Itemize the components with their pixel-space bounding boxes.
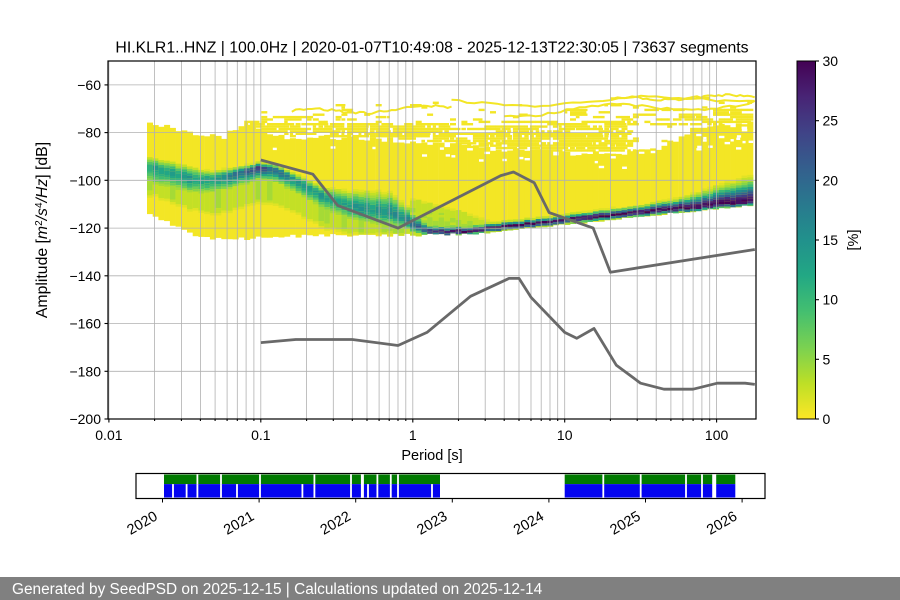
svg-text:−80: −80 (77, 125, 101, 141)
svg-text:[%]: [%] (846, 230, 862, 251)
svg-text:0.01: 0.01 (95, 427, 122, 443)
svg-text:−160: −160 (69, 316, 101, 332)
svg-text:10: 10 (557, 427, 573, 443)
svg-text:15: 15 (823, 232, 839, 248)
svg-text:10: 10 (823, 292, 839, 308)
svg-text:1: 1 (409, 427, 417, 443)
svg-text:100: 100 (705, 427, 729, 443)
svg-text:0.1: 0.1 (251, 427, 271, 443)
svg-text:−200: −200 (69, 411, 101, 427)
svg-text:5: 5 (823, 351, 831, 367)
svg-text:−180: −180 (69, 363, 101, 379)
svg-text:30: 30 (823, 53, 839, 69)
svg-text:−100: −100 (69, 172, 101, 188)
svg-text:0: 0 (823, 411, 831, 427)
svg-text:−60: −60 (77, 77, 101, 93)
svg-text:25: 25 (823, 113, 839, 129)
svg-text:HI.KLR1..HNZ | 100.0Hz | 2020-: HI.KLR1..HNZ | 100.0Hz | 2020-01-07T10:4… (115, 40, 748, 57)
svg-text:20: 20 (823, 172, 839, 188)
svg-text:Amplitude [m2/s4/Hz] [dB]: Amplitude [m2/s4/Hz] [dB] (34, 142, 51, 318)
svg-text:Period [s]: Period [s] (401, 448, 462, 464)
svg-text:−140: −140 (69, 268, 101, 284)
svg-text:Generated by SeedPSD on 2025-1: Generated by SeedPSD on 2025-12-15 | Cal… (12, 581, 543, 598)
svg-text:−120: −120 (69, 220, 101, 236)
